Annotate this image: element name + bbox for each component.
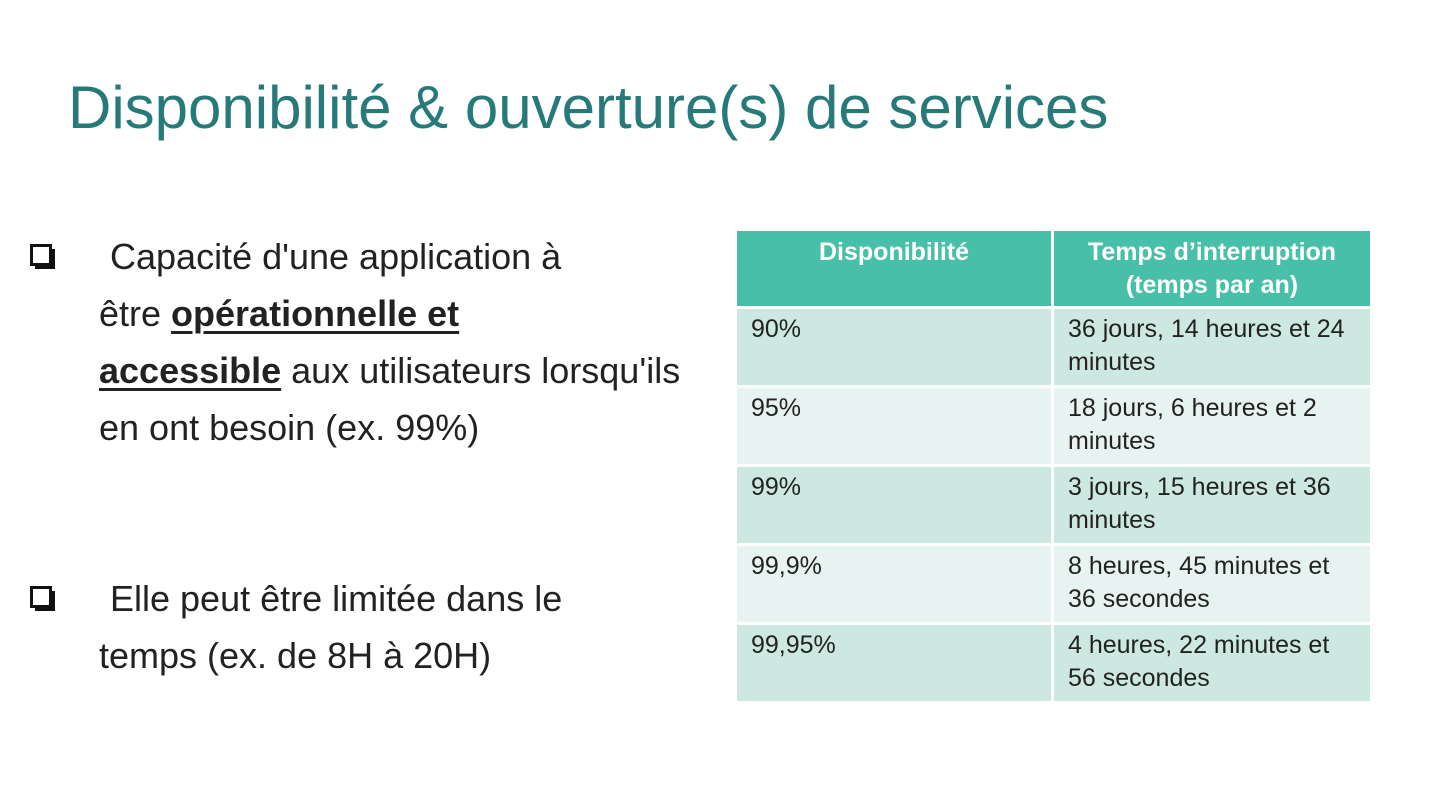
checkbox-icon [30,586,56,612]
cell-availability: 90% [734,306,1054,388]
table-row: 90% 36 jours, 14 heures et 24 minutes [734,306,1373,388]
table-row: 95% 18 jours, 6 heures et 2 minutes [734,385,1373,467]
bullet-item: Capacité d'une application à être opérat… [30,228,710,456]
table-row: 99,9% 8 heures, 45 minutes et 36 seconde… [734,543,1373,625]
table-header-row: Disponibilité Temps d’interruption (temp… [734,228,1373,309]
table-row: 99% 3 jours, 15 heures et 36 minutes [734,464,1373,546]
bullet-lead: Elle peut être limitée dans le [110,578,563,619]
cell-downtime: 18 jours, 6 heures et 2 minutes [1051,385,1373,467]
slide-title: Disponibilité & ouverture(s) de services [68,74,1109,141]
bullet-item: Elle peut être limitée dans le temps (ex… [30,570,710,684]
bullet-rest: temps (ex. de 8H à 20H) [99,635,492,676]
cell-availability: 95% [734,385,1054,467]
cell-downtime: 3 jours, 15 heures et 36 minutes [1051,464,1373,546]
emphasis-accessible: accessible [99,350,282,391]
availability-table: Disponibilité Temps d’interruption (temp… [734,228,1373,704]
bullet-lead: Capacité d'une application à [110,236,562,277]
checkbox-icon [30,244,56,270]
cell-availability: 99,95% [734,622,1054,704]
header-downtime: Temps d’interruption (temps par an) [1051,228,1373,309]
emphasis-operational: opérationnelle et [171,293,460,334]
cell-availability: 99,9% [734,543,1054,625]
header-availability: Disponibilité [734,228,1054,309]
availability-table-container: Disponibilité Temps d’interruption (temp… [734,228,1373,704]
cell-downtime: 8 heures, 45 minutes et 36 secondes [1051,543,1373,625]
bullet-rest: aux utilisateurs lorsqu'ils en ont besoi… [99,350,681,448]
table-row: 99,95% 4 heures, 22 minutes et 56 second… [734,622,1373,704]
cell-downtime: 36 jours, 14 heures et 24 minutes [1051,306,1373,388]
bullet-line2-pre: être [99,293,172,334]
cell-downtime: 4 heures, 22 minutes et 56 secondes [1051,622,1373,704]
cell-availability: 99% [734,464,1054,546]
